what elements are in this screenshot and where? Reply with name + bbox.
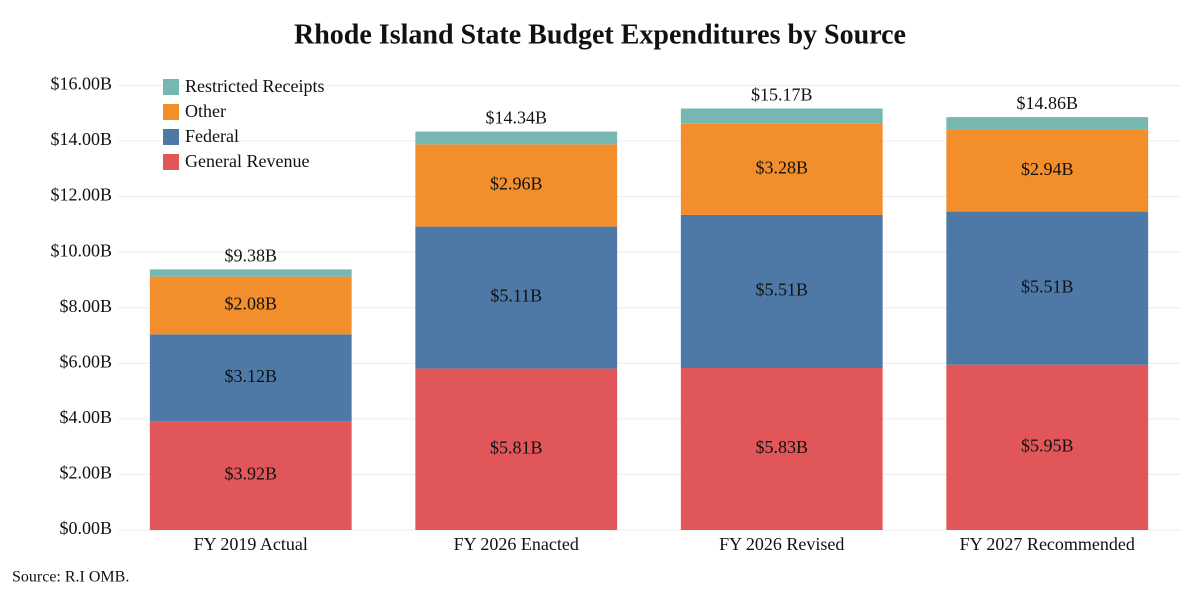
bar-segment [946, 364, 1149, 530]
legend-label: General Revenue [185, 151, 309, 171]
x-tick-label: FY 2026 Revised [719, 534, 844, 554]
bar-segment [149, 421, 352, 530]
y-tick-label: $0.00B [59, 518, 112, 538]
value-label: $3.12B [224, 366, 277, 386]
y-tick-label: $16.00B [50, 74, 112, 94]
y-tick-label: $10.00B [50, 240, 112, 260]
value-label: $2.94B [1021, 159, 1074, 179]
bar-segment [149, 334, 352, 422]
total-label: $9.38B [224, 246, 277, 266]
bar-segment [946, 117, 1149, 130]
value-label: $5.11B [490, 286, 542, 306]
value-label: $5.83B [755, 437, 808, 457]
y-tick-label: $8.00B [59, 296, 112, 316]
y-tick-label: $4.00B [59, 407, 112, 427]
bar-segment [415, 368, 618, 530]
y-tick-label: $14.00B [50, 129, 112, 149]
bar-segment [680, 214, 883, 369]
legend-swatch [163, 79, 179, 95]
value-label: $3.28B [755, 157, 808, 177]
bar-segment [680, 123, 883, 215]
legend-swatch [163, 154, 179, 170]
value-label: $5.51B [755, 280, 808, 300]
bar-segment [149, 269, 352, 277]
legend-label: Other [185, 101, 226, 121]
y-tick-label: $2.00B [59, 463, 112, 483]
bar-segment [680, 368, 883, 530]
bar-segment [946, 211, 1149, 365]
chart-title: Rhode Island State Budget Expenditures b… [294, 19, 906, 50]
y-tick-label: $12.00B [50, 185, 112, 205]
legend-label: Restricted Receipts [185, 76, 324, 96]
x-tick-label: FY 2027 Recommended [960, 534, 1135, 554]
value-label: $5.95B [1021, 435, 1074, 455]
total-label: $15.17B [751, 85, 813, 105]
bar-segment [680, 108, 883, 124]
value-label: $2.08B [224, 294, 277, 314]
x-tick-label: FY 2019 Actual [194, 534, 308, 554]
value-label: $5.51B [1021, 276, 1074, 296]
legend-swatch [163, 129, 179, 145]
bar-segment [946, 129, 1149, 212]
x-tick-label: FY 2026 Enacted [454, 534, 579, 554]
value-label: $5.81B [490, 437, 543, 457]
bar-segment [149, 276, 352, 335]
bar-segment [415, 144, 618, 227]
bar-segment [415, 226, 618, 369]
value-label: $2.96B [490, 174, 543, 194]
y-tick-label: $6.00B [59, 351, 112, 371]
total-label: $14.86B [1016, 93, 1078, 113]
legend-label: Federal [185, 126, 239, 146]
source-note: Source: R.I OMB. [12, 569, 129, 586]
total-label: $14.34B [485, 108, 547, 128]
bar-segment [415, 131, 618, 145]
value-label: $3.92B [224, 464, 277, 484]
legend-swatch [163, 104, 179, 120]
